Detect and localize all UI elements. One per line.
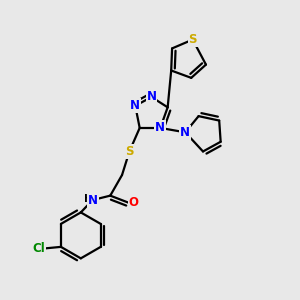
Text: N: N (88, 194, 98, 207)
Text: N: N (155, 122, 165, 134)
Text: S: S (188, 33, 197, 46)
Text: O: O (129, 196, 139, 209)
Text: Cl: Cl (33, 242, 46, 255)
Text: N: N (130, 99, 140, 112)
Text: N: N (146, 91, 157, 103)
Text: S: S (125, 145, 134, 158)
Text: H: H (84, 194, 92, 204)
Text: N: N (180, 126, 190, 139)
